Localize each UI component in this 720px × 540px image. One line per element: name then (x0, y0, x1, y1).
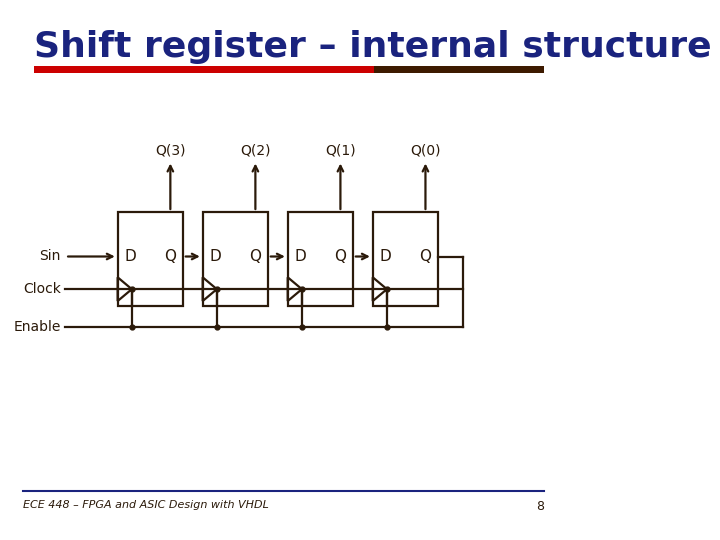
Text: 8: 8 (536, 500, 544, 512)
Bar (34, 66, 374, 73)
Text: Clock: Clock (23, 282, 60, 296)
Text: D: D (210, 249, 221, 264)
Text: Q(1): Q(1) (325, 144, 356, 158)
Bar (117, 212, 183, 306)
Text: D: D (125, 249, 136, 264)
Text: Enable: Enable (13, 320, 60, 334)
Text: Q(2): Q(2) (240, 144, 271, 158)
Text: Sin: Sin (40, 249, 60, 264)
Bar (288, 212, 353, 306)
Bar (374, 66, 544, 73)
Text: Q: Q (420, 249, 431, 264)
Text: Q(0): Q(0) (410, 144, 441, 158)
Bar (202, 212, 268, 306)
Text: Shift register – internal structure: Shift register – internal structure (34, 30, 711, 64)
Text: Q: Q (334, 249, 346, 264)
Text: Q: Q (164, 249, 176, 264)
Bar (373, 212, 438, 306)
Text: ECE 448 – FPGA and ASIC Design with VHDL: ECE 448 – FPGA and ASIC Design with VHDL (22, 500, 269, 510)
Text: Q(3): Q(3) (155, 144, 186, 158)
Text: Q: Q (249, 249, 261, 264)
Text: D: D (379, 249, 391, 264)
Text: D: D (294, 249, 306, 264)
